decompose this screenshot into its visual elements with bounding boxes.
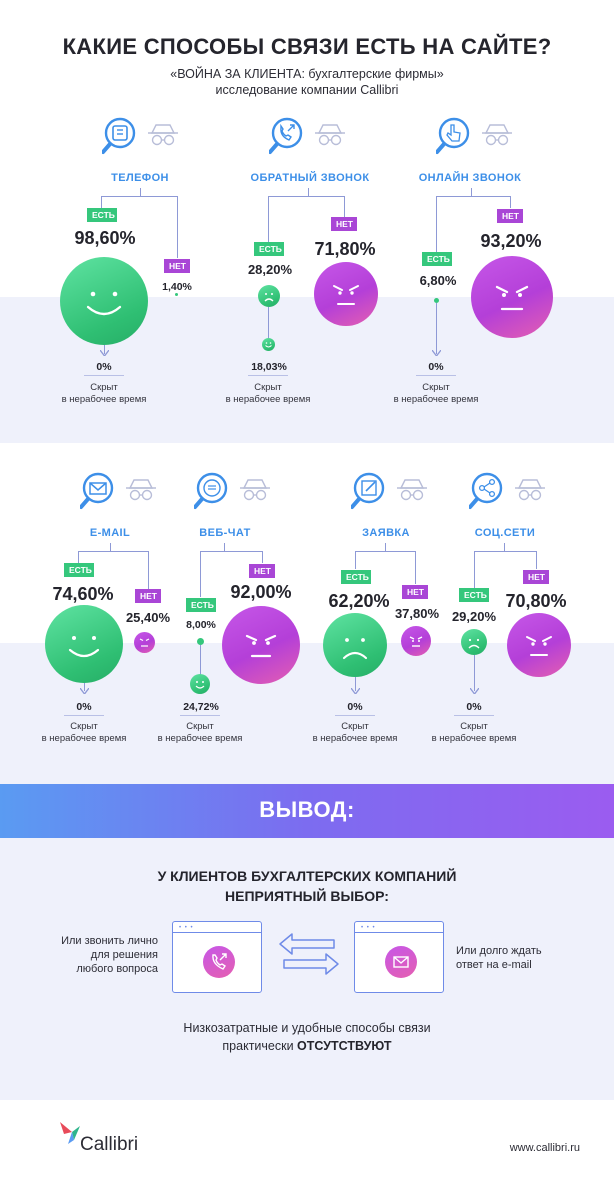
callibri-logo-icon — [60, 1122, 80, 1144]
page-title: КАКИЕ СПОСОБЫ СВЯЗИ ЕСТЬ НА САЙТЕ? — [62, 34, 552, 59]
hidden-caption: Скрыт в нерабочее время — [41, 721, 127, 744]
yes-tag: ЕСТЬ — [422, 252, 452, 266]
hidden-caption: Скрыт в нерабочее время — [61, 382, 147, 405]
channel-name: ОНЛАЙН ЗВОНОК — [418, 172, 522, 184]
hidden-caption: Скрыт в нерабочее время — [393, 382, 479, 405]
mail-icon — [385, 946, 417, 978]
yes-tag: ЕСТЬ — [87, 208, 117, 222]
search-callback-icon — [269, 117, 346, 154]
phone-callback-icon — [203, 946, 235, 978]
yes-percent: 98,60% — [74, 228, 136, 248]
search-chat-icon — [194, 472, 271, 509]
conclusion-statement: У КЛИЕНТОВ БУХГАЛТЕРСКИХ КОМПАНИЙ НЕПРИЯ… — [157, 868, 457, 904]
search-form-icon — [351, 472, 428, 509]
channel-name: ОБРАТНЫЙ ЗВОНОК — [250, 172, 370, 184]
no-tag: НЕТ — [331, 217, 357, 231]
search-phone-icon — [102, 117, 179, 154]
no-percent: 70,80% — [505, 591, 567, 611]
hidden-percent: 0% — [96, 361, 112, 373]
hidden-caption: Скрыт в нерабочее время — [312, 721, 398, 744]
yes-percent: 62,20% — [328, 591, 390, 611]
sad-face-icon — [461, 629, 487, 655]
channel-name: ВЕБ-ЧАТ — [199, 527, 251, 539]
happy-face-icon — [60, 257, 148, 345]
hidden-caption: Скрыт в нерабочее время — [157, 721, 243, 744]
no-tag: НЕТ — [249, 564, 275, 578]
page-subtitle-2: исследование компании Callibri — [215, 83, 399, 97]
no-percent: 1,40% — [162, 281, 192, 293]
channel-name: ТЕЛЕФОН — [111, 172, 169, 184]
no-tag: НЕТ — [164, 259, 190, 273]
hidden-percent: 0% — [347, 701, 363, 713]
no-tag: НЕТ — [135, 589, 161, 603]
left-option-text: Или звонить лично для решения любого воп… — [61, 935, 158, 975]
no-percent: 37,80% — [394, 606, 440, 621]
background-band — [0, 838, 614, 1100]
hidden-percent: 24,72% — [183, 701, 219, 713]
angry-face-icon — [314, 262, 378, 326]
brand-name: Callibri — [80, 1134, 139, 1155]
no-tag: НЕТ — [402, 585, 428, 599]
no-percent: 92,00% — [230, 582, 292, 602]
swap-arrows-icon — [279, 933, 339, 975]
small-dot — [175, 293, 178, 296]
browser-window-mail: • • • — [354, 921, 444, 993]
yes-percent: 29,20% — [451, 609, 497, 624]
happy-face-icon — [262, 338, 275, 351]
search-mail-icon — [80, 472, 157, 509]
no-tag: НЕТ — [497, 209, 523, 223]
angry-face-icon — [401, 626, 431, 656]
conclusion-note: Низкозатратные и удобные способы связи п… — [183, 1021, 431, 1053]
footer-url[interactable]: www.callibri.ru — [509, 1142, 580, 1154]
no-percent: 71,80% — [314, 239, 376, 259]
hidden-caption: Скрыт в нерабочее время — [431, 721, 517, 744]
small-dot — [197, 638, 204, 645]
yes-tag: ЕСТЬ — [254, 242, 284, 256]
hidden-percent: 18,03% — [251, 361, 287, 373]
no-percent: 25,40% — [125, 610, 171, 625]
hidden-percent: 0% — [428, 361, 444, 373]
page-subtitle: «ВОЙНА ЗА КЛИЕНТА: бухгалтерские фирмы» — [170, 67, 444, 81]
yes-tag: ЕСТЬ — [186, 598, 216, 612]
happy-face-icon — [190, 674, 210, 694]
happy-face-icon — [45, 605, 123, 683]
conclusion-banner — [0, 784, 614, 838]
sad-face-icon — [323, 613, 387, 677]
no-tag: НЕТ — [523, 570, 549, 584]
right-option-text: Или долго ждать ответ на e-mail — [456, 945, 542, 971]
yes-percent: 74,60% — [52, 584, 114, 604]
yes-percent: 28,20% — [247, 262, 293, 277]
yes-percent: 8,00% — [186, 619, 216, 631]
angry-face-icon — [507, 613, 571, 677]
no-percent: 93,20% — [480, 231, 542, 251]
angry-face-icon — [134, 632, 155, 653]
sad-face-icon — [258, 285, 280, 307]
channel-name: СОЦ.СЕТИ — [474, 527, 536, 539]
small-dot — [434, 298, 439, 303]
yes-tag: ЕСТЬ — [459, 588, 489, 602]
hidden-caption: Скрыт в нерабочее время — [225, 382, 311, 405]
yes-percent: 6,80% — [419, 273, 457, 288]
yes-tag: ЕСТЬ — [64, 563, 94, 577]
channel-name: E-MAIL — [89, 527, 131, 539]
angry-face-icon — [222, 606, 300, 684]
hidden-percent: 0% — [466, 701, 482, 713]
yes-tag: ЕСТЬ — [341, 570, 371, 584]
browser-window-phone: • • • — [172, 921, 262, 993]
search-click-icon — [436, 117, 513, 154]
channel-name: ЗАЯВКА — [362, 527, 410, 539]
hidden-percent: 0% — [76, 701, 92, 713]
search-share-icon — [469, 472, 546, 509]
angry-face-icon — [471, 256, 553, 338]
conclusion-heading: ВЫВОД: — [259, 797, 355, 822]
